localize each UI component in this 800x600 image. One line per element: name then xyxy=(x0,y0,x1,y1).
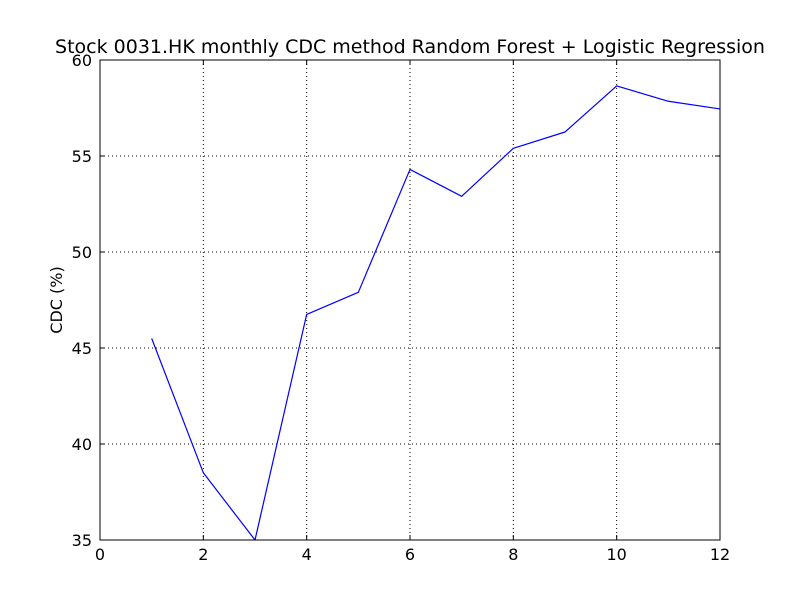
y-tick-label: 35 xyxy=(72,531,92,550)
y-tick-label: 55 xyxy=(72,147,92,166)
y-tick-label: 50 xyxy=(72,243,92,262)
y-tick-label: 40 xyxy=(72,435,92,454)
x-tick-label: 0 xyxy=(95,545,105,564)
series-line xyxy=(151,85,721,541)
y-tick-label: 45 xyxy=(72,339,92,358)
y-axis-label: CDC (%) xyxy=(47,266,66,333)
x-tick-label: 8 xyxy=(508,545,518,564)
x-tick-label: 12 xyxy=(710,545,730,564)
x-tick-label: 6 xyxy=(405,545,415,564)
series-group xyxy=(151,85,721,541)
chart-title: Stock 0031.HK monthly CDC method Random … xyxy=(55,36,765,58)
x-tick-label: 2 xyxy=(198,545,208,564)
axis-ticks: 0 2 4 6 8 10 12 35 40 45 50 55 60 xyxy=(72,51,731,564)
x-tick-label: 4 xyxy=(302,545,312,564)
y-tick-label: 60 xyxy=(72,51,92,70)
x-tick-label: 10 xyxy=(606,545,626,564)
grid-lines xyxy=(100,60,720,540)
